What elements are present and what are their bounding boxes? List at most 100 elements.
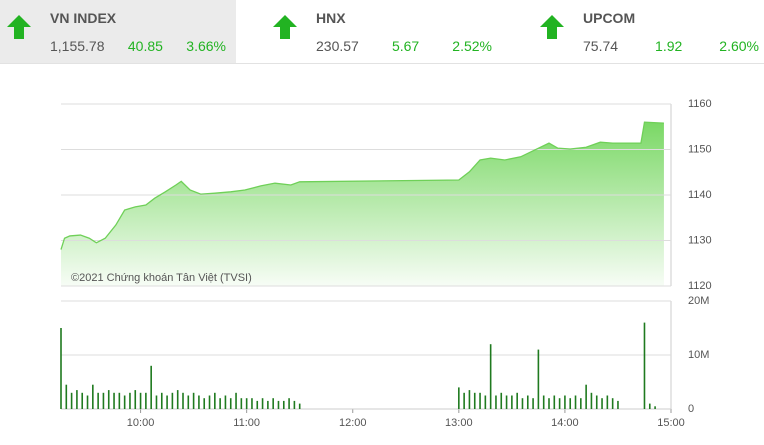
volume-bar: [123, 395, 126, 409]
volume-bar: [155, 395, 158, 409]
volume-bar: [516, 392, 518, 409]
volume-bar: [580, 398, 582, 409]
index-panel[interactable]: HNX 230.57 5.67 2.52%: [266, 0, 502, 63]
index-value: 230.57: [316, 38, 359, 54]
volume-bar: [643, 322, 646, 409]
x-tick-label: 15:00: [657, 417, 685, 429]
volume-bar: [473, 392, 476, 409]
volume-bar: [203, 398, 206, 409]
index-name: HNX: [316, 10, 346, 26]
chart: ©2021 Chứng khoán Tân Việt (TVSI) 1120 11…: [60, 98, 712, 429]
index-panel[interactable]: VN INDEX 1,155.78 40.85 3.66%: [0, 0, 236, 63]
header: VN INDEX 1,155.78 40.85 3.66% HNX 230.57 5.…: [0, 0, 764, 64]
index-row: 230.57 5.67 2.52%: [316, 38, 492, 54]
index-value: 1,155.78: [50, 38, 105, 54]
x-tick-label: 10:00: [127, 417, 155, 429]
index-row: 75.74 1.92 2.60%: [583, 38, 759, 54]
volume-bar: [648, 403, 651, 409]
volume-bar: [495, 395, 497, 409]
volume-bar: [484, 395, 487, 409]
volume-bar: [219, 398, 221, 409]
volume-bar: [590, 392, 593, 409]
volume-bar: [463, 392, 465, 409]
volume-bar: [293, 400, 296, 409]
volume-bar: [298, 403, 301, 409]
x-tick-label: 12:00: [339, 417, 367, 429]
volume-bar: [511, 395, 513, 409]
volume-bar: [60, 328, 62, 409]
volume-bar: [113, 392, 115, 409]
volume-bar: [81, 392, 84, 409]
volume-bar: [107, 390, 110, 409]
volume-bar: [569, 398, 572, 409]
price-line: [60, 121, 664, 250]
volume-bar: [145, 392, 147, 409]
volume-bar: [86, 395, 89, 409]
volume-bar: [118, 392, 121, 409]
volume-bar: [267, 400, 269, 409]
volume-bar: [654, 406, 656, 409]
volume-bar: [166, 395, 168, 409]
volume-bar: [235, 392, 237, 409]
volume-bar: [521, 398, 524, 409]
volume-bar: [208, 395, 211, 409]
volume-bar: [282, 400, 285, 409]
volume-bar: [176, 390, 179, 409]
volume-bar: [532, 398, 534, 409]
y-tick-label: 1120: [688, 280, 712, 292]
index-change: 5.67: [391, 38, 420, 54]
volume-bar: [542, 395, 545, 409]
watermark: ©2021 Chứng khoán Tân Việt (TVSI): [71, 272, 252, 284]
index-change: 40.85: [127, 38, 163, 54]
up-arrow: [273, 15, 297, 39]
up-arrow: [540, 15, 564, 39]
y-tick-label: 0: [688, 403, 694, 415]
index-panel[interactable]: UPCOM 75.74 1.92 2.60%: [533, 0, 764, 63]
volume-bar: [70, 392, 73, 409]
volume-bar: [585, 384, 587, 409]
y-tick-label: 20M: [688, 295, 709, 307]
index-percent: 3.66%: [186, 38, 226, 54]
volume-bar: [187, 395, 190, 409]
volume-bar: [150, 365, 152, 409]
volume-bar: [277, 400, 280, 409]
volume-bar: [97, 392, 99, 409]
volume-bar: [272, 398, 274, 409]
volume-bar: [537, 349, 540, 409]
volume-bar: [198, 395, 200, 409]
y-tick-label: 10M: [688, 349, 709, 361]
index-row: 1,155.78 40.85 3.66%: [50, 38, 226, 54]
volume-bar: [574, 395, 577, 409]
volume-bar: [553, 395, 556, 409]
volume-bar: [240, 398, 243, 409]
volume-bar: [526, 395, 529, 409]
volume-bar: [65, 384, 68, 409]
volume-bar: [489, 344, 492, 409]
volume-bar: [134, 390, 137, 409]
y-tick-label: 1150: [688, 143, 712, 155]
index-change: 1.92: [655, 38, 683, 54]
volume-bar: [182, 392, 184, 409]
volume-bar: [606, 395, 609, 409]
volume-bar: [92, 384, 94, 409]
volume-bar: [500, 392, 503, 409]
volume-bar: [214, 392, 216, 409]
x-tick-label: 11:00: [233, 417, 260, 429]
y-tick-label: 1130: [688, 234, 712, 246]
volume-bar: [601, 398, 603, 409]
y-tick-label: 1160: [688, 98, 712, 110]
volume-bar: [458, 387, 460, 409]
volume-bar: [76, 390, 78, 409]
volume-bar: [139, 392, 142, 409]
volume-bar: [192, 392, 195, 409]
volume-bar: [595, 395, 598, 409]
volume-bar: [479, 392, 481, 409]
index-name: VN INDEX: [50, 10, 117, 26]
volume-bar: [548, 398, 550, 409]
volume-bar: [102, 392, 105, 409]
x-tick-label: 13:00: [445, 417, 473, 429]
volume-bar: [558, 398, 561, 409]
volume-bar: [256, 400, 259, 409]
index-percent: 2.52%: [452, 38, 492, 54]
